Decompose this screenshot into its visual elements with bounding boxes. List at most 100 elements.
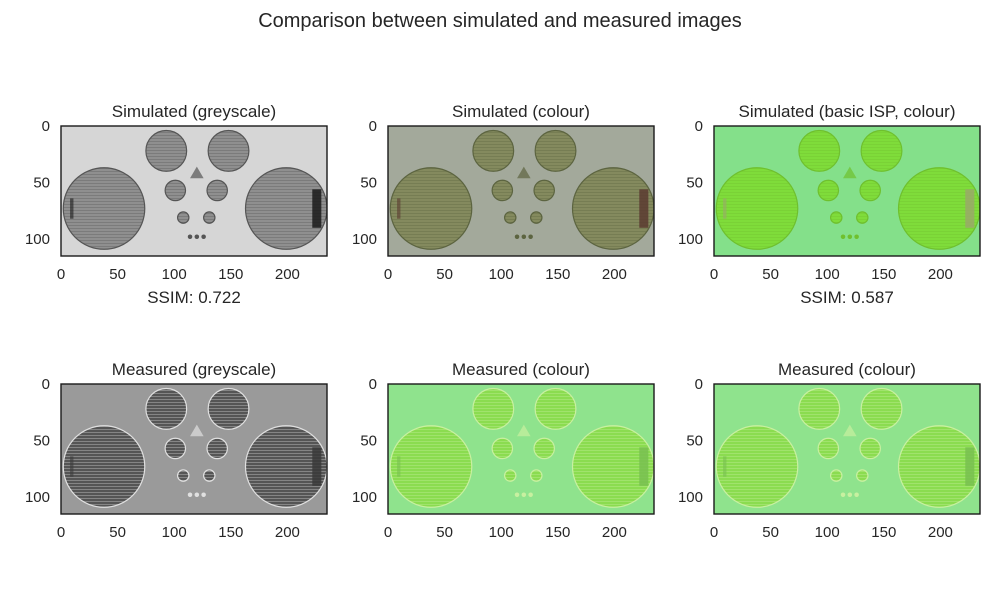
triangle-mark bbox=[190, 166, 204, 179]
triangle-mark bbox=[517, 424, 531, 437]
tiny-hole bbox=[829, 469, 843, 482]
small-hole bbox=[817, 179, 840, 202]
small-hole bbox=[206, 437, 228, 460]
y-tick-label: 100 bbox=[352, 489, 377, 506]
ssim-caption: SSIM: 0.587 bbox=[800, 288, 894, 307]
dot-hole bbox=[201, 234, 206, 240]
edge-artifact bbox=[965, 447, 975, 486]
triangle-mark bbox=[190, 424, 204, 437]
small-hole bbox=[164, 437, 187, 460]
dot-hole bbox=[521, 234, 527, 240]
panel-frame bbox=[60, 383, 328, 515]
panel-frame bbox=[713, 125, 981, 257]
x-tick-label: 0 bbox=[57, 524, 65, 541]
image-panel: Measured (colour) 0 50 100 150 200 0 50 100 bbox=[678, 360, 981, 541]
panel-title: Simulated (colour) bbox=[452, 102, 590, 121]
edge-artifact bbox=[312, 189, 322, 228]
dot-hole bbox=[847, 234, 853, 240]
large-hole bbox=[62, 167, 146, 250]
edge-artifact bbox=[723, 198, 727, 219]
dot-hole bbox=[514, 492, 520, 498]
edge-artifact bbox=[397, 198, 401, 219]
x-tick-label: 150 bbox=[545, 266, 570, 283]
medium-hole bbox=[860, 129, 903, 172]
y-tick-label: 50 bbox=[33, 175, 50, 192]
dot-hole bbox=[840, 234, 846, 240]
large-hole bbox=[244, 167, 327, 250]
y-tick-label: 0 bbox=[695, 376, 703, 393]
tiny-hole bbox=[829, 211, 843, 224]
dot-hole bbox=[201, 492, 206, 498]
dot-hole bbox=[854, 492, 859, 498]
x-tick-label: 100 bbox=[162, 266, 187, 283]
image-panel: Simulated (basic ISP, colour) 0 50 100 150 20… bbox=[678, 102, 981, 307]
panel-frame bbox=[713, 383, 981, 515]
medium-hole bbox=[798, 387, 841, 430]
image-content bbox=[388, 384, 654, 514]
ssim-caption: SSIM: 0.722 bbox=[147, 288, 241, 307]
image-panel: Measured (colour) 0 50 100 150 200 0 50 100 bbox=[352, 360, 655, 541]
x-tick-label: 200 bbox=[928, 266, 953, 283]
dot-hole bbox=[187, 492, 193, 498]
image-content bbox=[714, 384, 980, 514]
x-tick-label: 50 bbox=[109, 266, 126, 283]
dot-hole bbox=[840, 492, 846, 498]
panel-frame bbox=[387, 383, 655, 515]
dot-hole bbox=[194, 492, 200, 498]
x-tick-label: 50 bbox=[436, 524, 453, 541]
image-panel: Simulated (colour) 0 50 100 150 200 0 50 100 bbox=[352, 102, 655, 283]
small-hole bbox=[491, 179, 514, 202]
edge-artifact bbox=[70, 198, 74, 219]
figure-title: Comparison between simulated and measure… bbox=[258, 10, 742, 32]
medium-hole bbox=[145, 129, 188, 172]
x-tick-label: 50 bbox=[109, 524, 126, 541]
x-tick-label: 150 bbox=[871, 524, 896, 541]
triangle-mark bbox=[843, 166, 857, 179]
panel-frame bbox=[60, 125, 328, 257]
small-hole bbox=[206, 179, 228, 202]
y-tick-label: 50 bbox=[33, 433, 50, 450]
dot-hole bbox=[187, 234, 193, 240]
dot-hole bbox=[847, 492, 853, 498]
tiny-hole bbox=[856, 211, 869, 224]
image-panel: Measured (greyscale) 0 50 100 150 200 0 50 100 bbox=[25, 360, 328, 541]
medium-hole bbox=[472, 129, 515, 172]
edge-artifact bbox=[965, 189, 975, 228]
edge-artifact bbox=[639, 189, 649, 228]
tiny-hole bbox=[176, 469, 190, 482]
y-tick-label: 0 bbox=[695, 118, 703, 135]
tiny-hole bbox=[503, 469, 517, 482]
large-hole bbox=[389, 167, 473, 250]
x-tick-label: 100 bbox=[162, 524, 187, 541]
x-tick-label: 0 bbox=[57, 266, 65, 283]
triangle-mark bbox=[843, 424, 857, 437]
x-tick-label: 0 bbox=[384, 524, 392, 541]
x-tick-label: 50 bbox=[762, 524, 779, 541]
y-tick-label: 50 bbox=[360, 433, 377, 450]
small-hole bbox=[491, 437, 514, 460]
edge-artifact bbox=[312, 447, 322, 486]
large-hole bbox=[244, 425, 327, 508]
small-hole bbox=[859, 437, 881, 460]
large-hole bbox=[389, 425, 473, 508]
panel-title: Measured (colour) bbox=[778, 360, 916, 379]
small-hole bbox=[859, 179, 881, 202]
x-tick-label: 100 bbox=[815, 524, 840, 541]
x-tick-label: 200 bbox=[928, 524, 953, 541]
dot-hole bbox=[521, 492, 527, 498]
image-content bbox=[388, 126, 654, 256]
small-hole bbox=[533, 179, 555, 202]
x-tick-label: 0 bbox=[710, 524, 718, 541]
y-tick-label: 0 bbox=[42, 118, 50, 135]
large-hole bbox=[715, 425, 799, 508]
image-content bbox=[61, 126, 327, 256]
large-hole bbox=[62, 425, 146, 508]
y-tick-label: 100 bbox=[678, 231, 703, 248]
tiny-hole bbox=[530, 211, 543, 224]
y-tick-label: 0 bbox=[369, 118, 377, 135]
medium-hole bbox=[145, 387, 188, 430]
y-tick-label: 50 bbox=[686, 433, 703, 450]
edge-artifact bbox=[70, 456, 74, 477]
tiny-hole bbox=[503, 211, 517, 224]
